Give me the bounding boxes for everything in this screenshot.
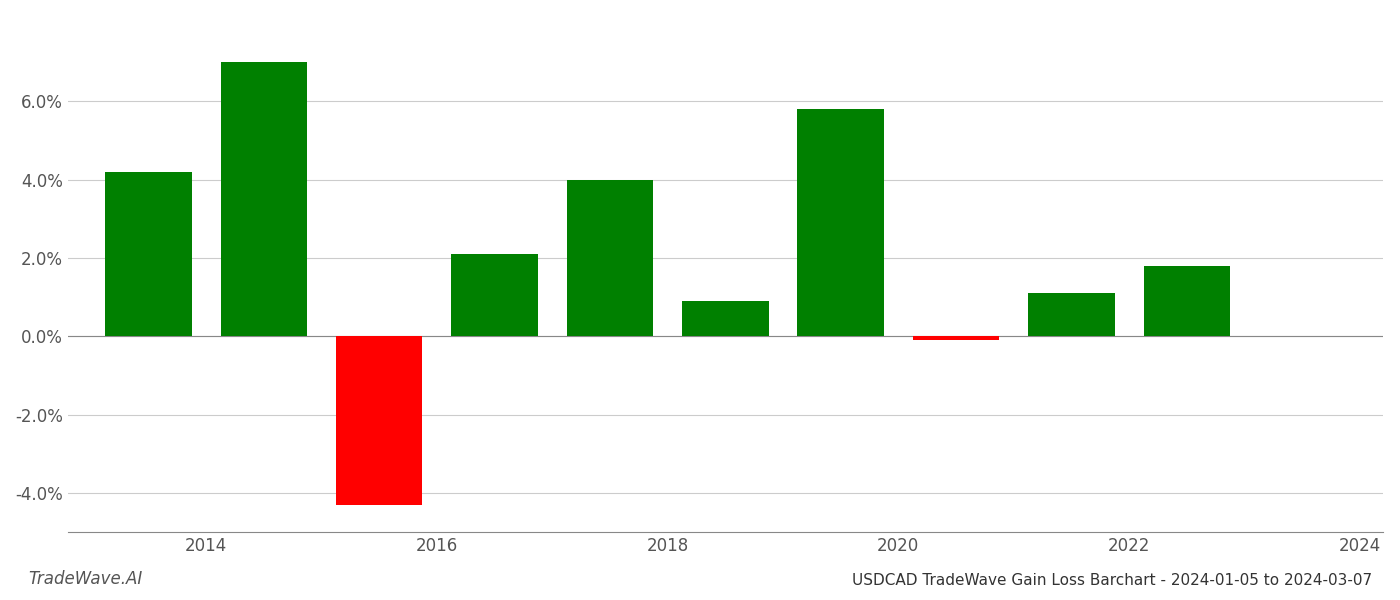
Bar — [682, 301, 769, 336]
Bar — [913, 336, 1000, 340]
Bar — [567, 179, 654, 336]
Bar — [451, 254, 538, 336]
Bar — [105, 172, 192, 336]
Text: USDCAD TradeWave Gain Loss Barchart - 2024-01-05 to 2024-03-07: USDCAD TradeWave Gain Loss Barchart - 20… — [851, 573, 1372, 588]
Bar — [1144, 266, 1231, 336]
Bar — [336, 336, 423, 505]
Bar — [798, 109, 883, 336]
Bar — [221, 62, 307, 336]
Bar — [1028, 293, 1114, 336]
Text: TradeWave.AI: TradeWave.AI — [28, 570, 143, 588]
